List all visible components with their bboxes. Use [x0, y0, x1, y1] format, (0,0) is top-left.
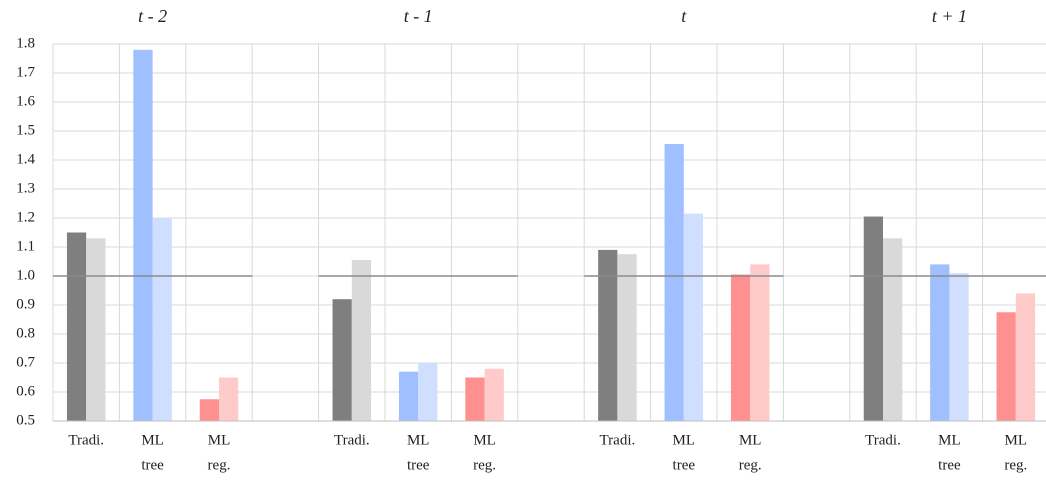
x-tick-label: ML: [1005, 432, 1028, 448]
y-tick-label: 1.8: [16, 35, 35, 51]
x-tick-label: ML: [407, 432, 430, 448]
y-tick-label: 1.3: [16, 180, 35, 196]
bar: [863, 216, 883, 421]
x-tick-label: tree: [141, 457, 164, 473]
x-tick-label: reg.: [208, 457, 231, 473]
x-tick-label: tree: [938, 457, 961, 473]
bar: [949, 273, 969, 421]
bar: [86, 238, 106, 421]
bar: [598, 249, 618, 421]
bar: [199, 399, 219, 421]
x-tick-label: Tradi.: [600, 432, 636, 448]
x-tick-label: ML: [208, 432, 231, 448]
y-tick-label: 1.7: [16, 64, 35, 80]
y-tick-label: 1.4: [16, 151, 35, 167]
y-tick-label: 1.2: [16, 209, 35, 225]
bar: [930, 264, 950, 421]
x-tick-label: tree: [673, 457, 696, 473]
y-tick-label: 0.9: [16, 296, 35, 312]
x-tick-label: ML: [473, 432, 496, 448]
bar: [398, 371, 419, 421]
x-tick-label: Tradi.: [68, 432, 104, 448]
bar: [996, 312, 1016, 421]
bar: [332, 299, 352, 421]
panel-title: t - 1: [404, 6, 433, 26]
panel-title: t + 1: [932, 6, 967, 26]
y-tick-label: 0.5: [16, 412, 35, 428]
bar: [418, 363, 438, 421]
bar: [664, 144, 684, 422]
bar: [750, 264, 770, 421]
x-tick-label: Tradi.: [865, 432, 901, 448]
y-tick-label: 0.8: [16, 325, 35, 341]
bar: [219, 377, 239, 421]
bar: [730, 274, 751, 421]
x-tick-label: Tradi.: [334, 432, 370, 448]
y-tick-label: 1.1: [16, 238, 35, 254]
x-tick-label: ML: [938, 432, 961, 448]
bar: [351, 260, 372, 421]
x-tick-label: ML: [673, 432, 696, 448]
y-tick-label: 1.0: [16, 267, 35, 283]
x-tick-label: tree: [407, 457, 430, 473]
bar: [617, 254, 637, 421]
x-tick-label: ML: [739, 432, 762, 448]
bar: [465, 377, 485, 421]
y-tick-label: 1.6: [16, 93, 35, 109]
panel-title: t - 2: [138, 6, 167, 26]
y-tick-label: 1.5: [16, 122, 35, 138]
bar: [66, 232, 87, 421]
bar: [683, 213, 704, 421]
bar: [1015, 293, 1036, 421]
x-tick-label: ML: [141, 432, 164, 448]
y-tick-label: 0.7: [16, 354, 35, 370]
bar: [484, 368, 504, 421]
x-tick-label: reg.: [1004, 457, 1027, 473]
x-tick-label: reg.: [739, 457, 762, 473]
x-tick-label: reg.: [473, 457, 496, 473]
y-tick-label: 0.6: [16, 383, 35, 399]
bar: [133, 49, 153, 422]
bar: [152, 218, 172, 421]
bar: [883, 238, 903, 421]
panel-title: t: [681, 6, 687, 26]
